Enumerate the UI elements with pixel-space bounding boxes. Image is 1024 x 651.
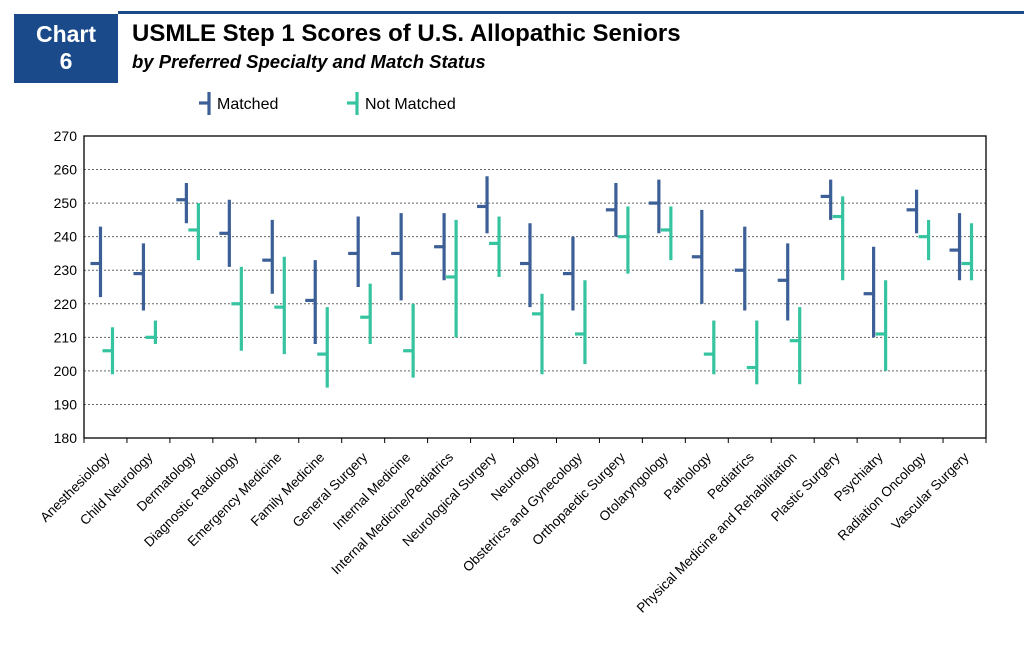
x-category-label: General Surgery: [290, 449, 371, 530]
x-category-label: Child Neurology: [77, 449, 156, 528]
chart-title: USMLE Step 1 Scores of U.S. Allopathic S…: [132, 20, 681, 47]
matched-legend-label: Matched: [217, 96, 278, 113]
y-tick-label: 240: [54, 229, 78, 245]
plot-area-frame: [83, 135, 987, 439]
y-tick-label: 200: [54, 363, 78, 379]
y-tick-label: 220: [54, 296, 78, 312]
not-matched-legend-label: Not Matched: [365, 96, 456, 113]
x-category-label: Internal Medicine: [330, 450, 413, 533]
header-rule: [118, 11, 1024, 14]
y-tick-label: 180: [54, 430, 78, 446]
y-tick-label: 190: [54, 396, 78, 412]
y-tick-label: 230: [54, 262, 78, 278]
y-tick-label: 260: [54, 162, 78, 178]
badge-chart-word: Chart: [35, 21, 97, 47]
x-category-label: Vascular Surgery: [889, 449, 972, 532]
x-category-label: Physical Medicine and Rehabilitation: [634, 450, 800, 616]
y-tick-label: 250: [54, 195, 78, 211]
badge-chart-number: 6: [59, 48, 73, 74]
y-tick-label: 210: [54, 329, 78, 345]
x-category-label: Family Medicine: [248, 450, 328, 530]
y-tick-label: 270: [54, 128, 78, 144]
chart-number-badge: Chart 6: [14, 14, 118, 83]
chart-subtitle: by Preferred Specialty and Match Status: [132, 51, 486, 72]
